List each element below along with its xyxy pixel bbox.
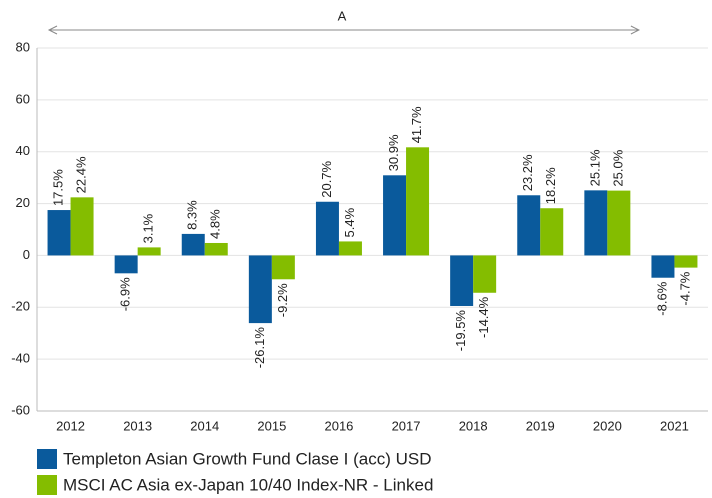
x-tick-label: 2015 — [257, 418, 286, 433]
legend-swatch — [37, 475, 57, 495]
value-label: -14.4% — [476, 296, 491, 338]
value-label: 5.4% — [342, 207, 357, 237]
y-tick-label: -20 — [11, 299, 30, 314]
y-tick-label: 80 — [16, 39, 30, 54]
y-tick-label: 60 — [16, 91, 30, 106]
x-tick-label: 2020 — [593, 418, 622, 433]
bar — [406, 147, 430, 256]
value-label: -9.2% — [275, 283, 290, 317]
bar — [517, 195, 541, 256]
bar — [473, 255, 497, 293]
bar — [114, 255, 138, 274]
x-tick-label: 2018 — [459, 418, 488, 433]
y-tick-label: 40 — [16, 143, 30, 158]
x-tick-label: 2016 — [324, 418, 353, 433]
x-tick-label: 2014 — [190, 418, 219, 433]
value-label: 25.0% — [610, 149, 625, 186]
value-label: 18.2% — [543, 167, 558, 204]
value-label: 20.7% — [319, 160, 334, 197]
y-tick-label: 20 — [16, 195, 30, 210]
bar — [584, 190, 608, 256]
value-label: 23.2% — [520, 154, 535, 191]
bar — [607, 190, 631, 256]
y-tick-label: -60 — [11, 402, 30, 417]
bar — [271, 255, 295, 280]
bar — [540, 208, 564, 256]
bar — [248, 255, 272, 324]
x-tick-label: 2012 — [56, 418, 85, 433]
x-tick-label: 2013 — [123, 418, 152, 433]
value-label: -6.9% — [118, 277, 133, 311]
annotation: A — [338, 8, 347, 23]
arrow-head — [47, 25, 58, 35]
bar — [315, 201, 339, 256]
bar — [204, 242, 228, 256]
bar — [674, 255, 698, 268]
value-label: 4.8% — [208, 209, 223, 239]
value-label: 22.4% — [73, 156, 88, 193]
bar — [181, 233, 205, 256]
value-label: 41.7% — [409, 106, 424, 143]
legend-label: MSCI AC Asia ex-Japan 10/40 Index-NR - L… — [63, 475, 433, 494]
y-tick-label: -40 — [11, 351, 30, 366]
legend-label: Templeton Asian Growth Fund Clase I (acc… — [63, 449, 431, 468]
value-label: -19.5% — [453, 310, 468, 352]
value-label: -26.1% — [252, 327, 267, 369]
y-tick-label: 0 — [23, 247, 30, 262]
value-label: 25.1% — [587, 149, 602, 186]
bar — [450, 255, 474, 306]
bar — [383, 175, 407, 256]
arrow-head — [630, 25, 641, 35]
value-label: 3.1% — [141, 213, 156, 243]
value-label: 8.3% — [185, 200, 200, 230]
x-tick-label: 2021 — [660, 418, 689, 433]
bar — [70, 197, 94, 256]
bar — [651, 255, 675, 278]
value-label: -8.6% — [654, 281, 669, 315]
bar — [338, 241, 362, 256]
x-tick-label: 2017 — [392, 418, 421, 433]
value-label: 30.9% — [386, 134, 401, 171]
bar — [137, 247, 161, 256]
bar — [47, 210, 71, 256]
legend-swatch — [37, 449, 57, 469]
value-label: -4.7% — [677, 271, 692, 305]
x-tick-label: 2019 — [526, 418, 555, 433]
value-label: 17.5% — [50, 169, 65, 206]
